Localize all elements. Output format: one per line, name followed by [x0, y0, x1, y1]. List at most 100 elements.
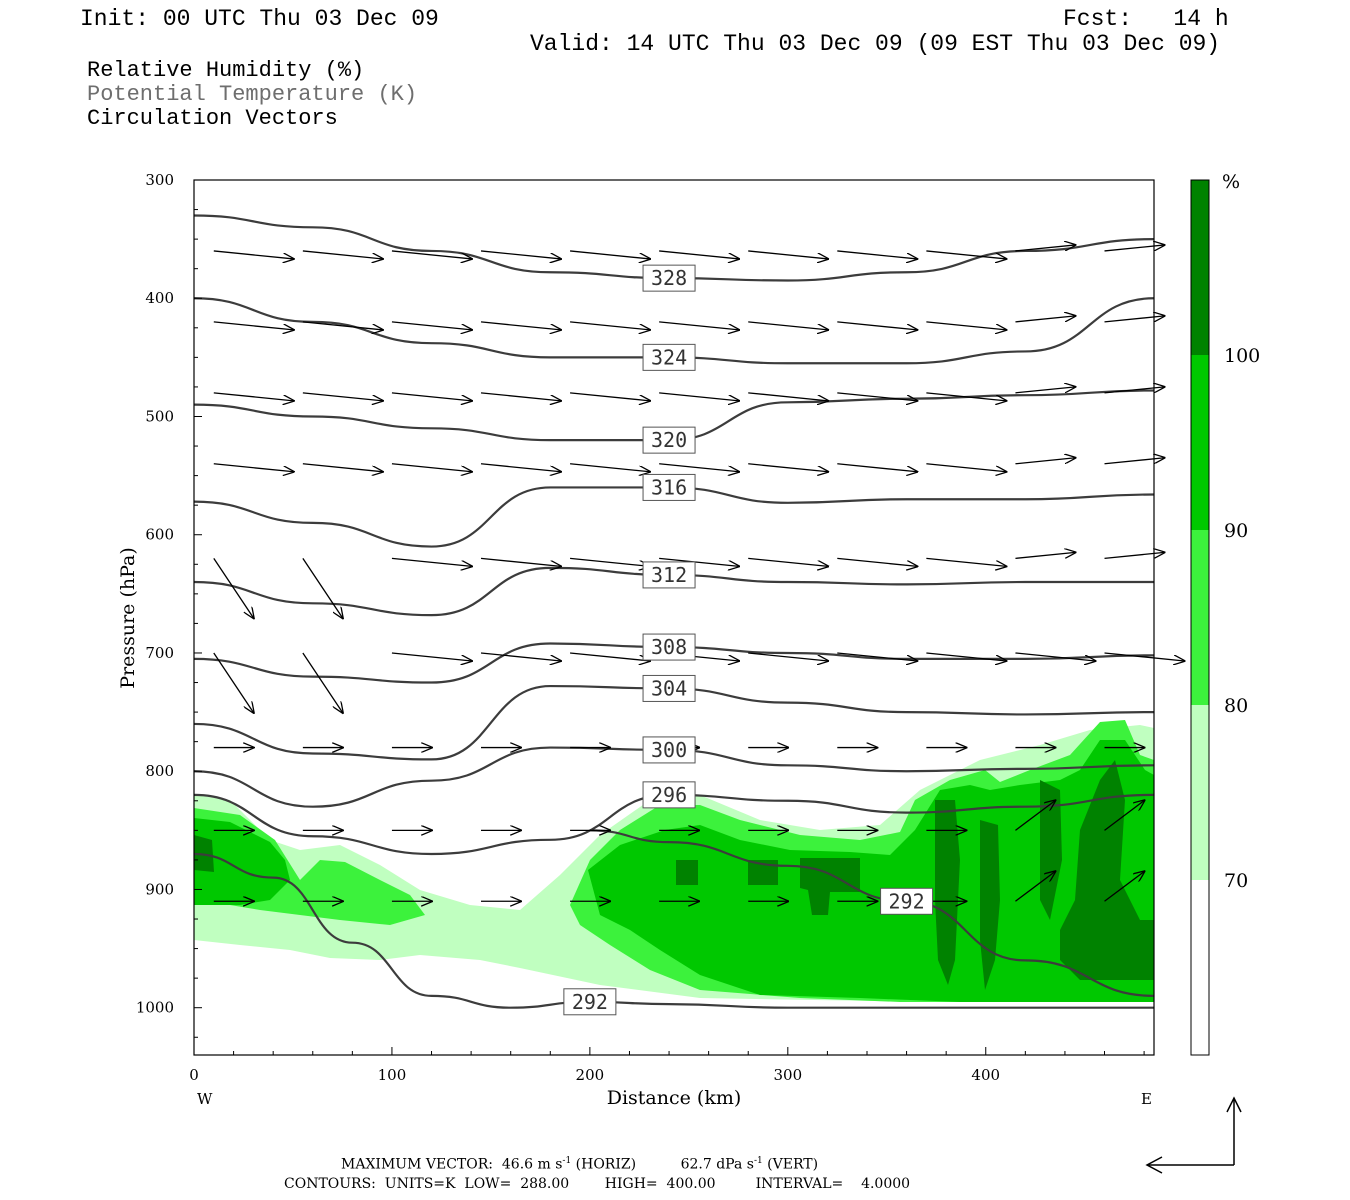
colorbar-label-100: 100 — [1224, 345, 1260, 367]
contour-label-box — [563, 988, 617, 1016]
max-vector-note: MAXIMUM VECTOR: 46.6 m s-1 (HORIZ) 62.7 … — [341, 1156, 819, 1173]
circulation-vector — [480, 250, 561, 259]
circulation-vector — [570, 392, 650, 401]
y-axis-title: Pressure (hPa) — [117, 547, 139, 689]
circulation-vector — [302, 250, 383, 259]
contour-label: 328 — [651, 266, 687, 290]
circulation-vector — [1104, 552, 1165, 560]
contour-label: 324 — [651, 345, 687, 369]
y-tick-label: 500 — [145, 407, 174, 425]
circulation-vector — [659, 250, 739, 259]
colorbar-label-90: 90 — [1224, 520, 1248, 542]
circulation-vector — [1104, 800, 1145, 831]
legend-relative-humidity: Relative Humidity (%) — [87, 58, 365, 83]
circulation-vector — [1015, 387, 1075, 394]
contour-label-box — [642, 633, 696, 661]
circulation-vector — [1015, 245, 1075, 252]
circulation-vector — [1104, 458, 1165, 465]
y-tick-label: 900 — [145, 880, 174, 898]
circulation-vector — [480, 321, 561, 330]
circulation-vector — [213, 321, 294, 330]
colorbar-70 — [1191, 705, 1209, 880]
circulation-vector — [837, 463, 917, 472]
circulation-vector — [926, 321, 1006, 330]
circulation-vector — [748, 392, 828, 401]
circulation-vector — [480, 652, 561, 661]
colorbar: % 100 90 80 70 — [1190, 171, 1260, 1056]
circulation-vector — [659, 557, 739, 566]
contour-label: 300 — [651, 738, 687, 762]
circulation-vector — [302, 392, 383, 401]
circulation-vector — [213, 652, 254, 713]
contour-label-box — [642, 473, 696, 501]
legend-potential-temperature: Potential Temperature (K) — [87, 82, 418, 107]
circulation-vector — [302, 558, 343, 618]
circulation-vector — [837, 321, 917, 330]
circulation-vector — [1104, 316, 1165, 323]
circulation-vector — [837, 250, 917, 259]
rh-shading — [194, 720, 1154, 1002]
y-tick-label: 300 — [145, 171, 174, 189]
contour-label: 312 — [651, 563, 687, 587]
contour-label-box — [880, 887, 934, 915]
contour-note: CONTOURS: UNITS=K LOW= 288.00 HIGH= 400.… — [284, 1176, 911, 1192]
circulation-vector — [570, 250, 650, 259]
contour-label-box — [642, 781, 696, 809]
contour-label: 292 — [889, 889, 925, 913]
contour-label-box — [642, 674, 696, 702]
init-time: Init: 00 UTC Thu 03 Dec 09 — [80, 6, 439, 32]
x-axis-title: Distance (km) — [607, 1087, 742, 1109]
y-tick-label: 400 — [145, 289, 174, 307]
circulation-vector — [570, 321, 650, 330]
circulation-vector — [926, 250, 1006, 259]
circulation-vector — [659, 321, 739, 330]
x-tick-label: 0 — [189, 1066, 199, 1084]
contour-label-box — [642, 264, 696, 292]
contour-label: 292 — [572, 990, 608, 1014]
circulation-vector — [213, 250, 294, 259]
circulation-vector — [1104, 871, 1145, 902]
colorbar-white — [1191, 880, 1209, 1055]
plot-frame — [193, 179, 1155, 1056]
contour-label-box — [642, 736, 696, 764]
colorbar-80 — [1191, 530, 1209, 705]
circulation-vector — [1104, 652, 1185, 661]
west-label: W — [197, 1090, 213, 1108]
circulation-vector — [659, 463, 739, 472]
contour-label: 296 — [651, 783, 687, 807]
circulation-vector — [1015, 652, 1095, 661]
circulation-vector — [1015, 316, 1075, 323]
y-tick-label: 800 — [145, 762, 174, 780]
circulation-vector — [837, 652, 917, 661]
contour-label: 320 — [651, 428, 687, 452]
reference-vector — [1145, 1096, 1242, 1174]
colorbar-unit: % — [1222, 171, 1240, 193]
circulation-vector — [926, 652, 1006, 661]
circulation-vector — [926, 557, 1006, 566]
circulation-vector — [837, 392, 917, 401]
circulation-vector — [213, 392, 294, 401]
circulation-vector — [1015, 800, 1055, 831]
circulation-vector — [391, 463, 472, 472]
circulation-vector — [748, 250, 828, 259]
x-tick-label: 300 — [773, 1066, 802, 1084]
east-label: E — [1141, 1090, 1152, 1108]
circulation-vector — [302, 321, 383, 330]
circulation-vector — [302, 652, 343, 713]
circulation-vector — [480, 392, 561, 401]
x-tick-label: 400 — [971, 1066, 1000, 1084]
circulation-vector — [1104, 245, 1165, 252]
valid-time: Valid: 14 UTC Thu 03 Dec 09 (09 EST Thu … — [530, 31, 1221, 57]
forecast-hour: Fcst: 14 h — [1063, 6, 1229, 32]
contour-label: 308 — [651, 635, 687, 659]
circulation-vector — [480, 557, 561, 566]
circulation-vector — [748, 463, 828, 472]
circulation-vector — [213, 463, 294, 472]
circulation-vector — [480, 463, 561, 472]
colorbar-label-80: 80 — [1224, 695, 1248, 717]
circulation-vector — [748, 652, 828, 661]
circulation-vector — [659, 392, 739, 401]
circulation-vector — [213, 558, 254, 618]
circulation-vector — [391, 392, 472, 401]
